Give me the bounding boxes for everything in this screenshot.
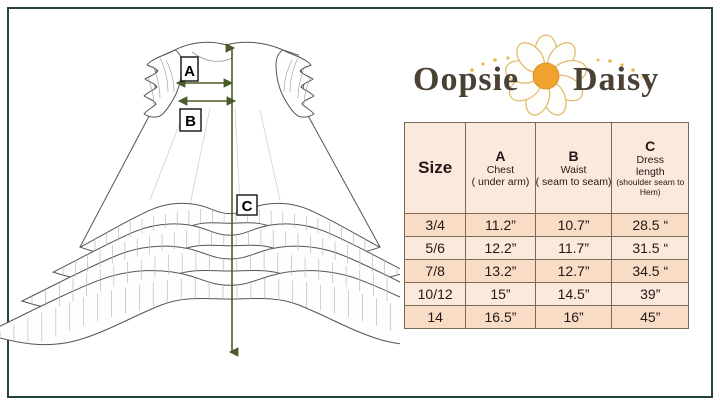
svg-text:C: C xyxy=(242,198,253,215)
